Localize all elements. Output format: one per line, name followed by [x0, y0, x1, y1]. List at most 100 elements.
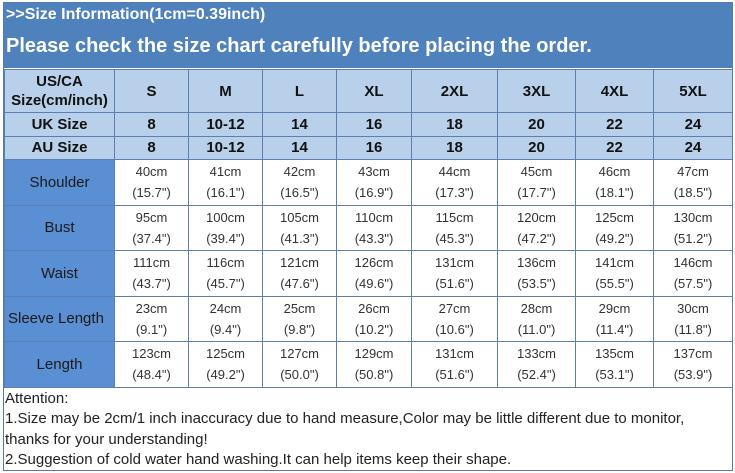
inch-value: (49.6")	[354, 276, 394, 292]
inch-value: (18.1")	[595, 185, 634, 201]
inch-value: (16.5")	[280, 185, 319, 201]
measurement-row: Bust 95cm (37.4") 100cm (39.4") 105cm (41.3") 1…	[4, 204, 733, 251]
cm-value: 123cm	[131, 346, 172, 362]
inch-value: (17.3")	[435, 185, 474, 201]
inch-value: (9.4")	[209, 321, 242, 337]
inch-value: (17.7")	[517, 185, 556, 201]
measurement-row: Sleeve Length 23cm (9.1") 24cm (9.4") 25cm (9.…	[4, 295, 733, 342]
uk-size-value: 10-12	[188, 112, 263, 137]
size-header: S	[114, 69, 189, 113]
measurement-label: Length	[4, 341, 115, 388]
measurement-cell: 27cm (10.6")	[411, 295, 498, 342]
au-size-label: AU Size	[4, 135, 115, 160]
uk-size-value: 16	[336, 112, 412, 137]
cm-value: 121cm	[279, 255, 320, 271]
measurement-cell: 28cm (11.0")	[497, 295, 576, 342]
cm-value: 129cm	[354, 346, 394, 362]
au-size-value: 10-12	[188, 135, 263, 160]
cm-value: 95cm	[135, 209, 168, 225]
inch-value: (10.2")	[354, 321, 394, 337]
cm-value: 125cm	[205, 346, 246, 362]
au-size-value: 14	[262, 135, 337, 160]
measurement-row: Waist 111cm (43.7") 116cm (45.7") 121cm (47.6"…	[4, 250, 733, 297]
cm-value: 131cm	[434, 346, 475, 362]
measurement-cell: 23cm (9.1")	[114, 295, 189, 342]
measurement-cell: 115cm (45.3")	[411, 204, 498, 251]
measurement-row: Length 123cm (48.4") 125cm (49.2") 127cm (50.0…	[4, 341, 733, 388]
us-ca-header: US/CA Size(cm/inch)	[4, 69, 115, 113]
cm-value: 25cm	[283, 300, 316, 316]
measurement-cell: 25cm (9.8")	[262, 295, 337, 342]
inch-value: (37.4")	[132, 230, 171, 246]
au-size-value: 18	[411, 135, 498, 160]
inch-value: (52.4")	[517, 367, 556, 383]
measurement-cell: 133cm (52.4")	[497, 341, 576, 388]
inch-value: (45.7")	[206, 276, 245, 292]
uk-size-value: 22	[575, 112, 654, 137]
banner: >>Size Information(1cm=0.39inch) Please …	[4, 3, 732, 69]
inch-value: (11.4")	[595, 321, 634, 337]
size-chart-instruction: Please check the size chart carefully be…	[6, 35, 592, 57]
cm-value: 137cm	[673, 346, 713, 362]
cm-value: 41cm	[209, 164, 242, 180]
us-ca-label: US/CA	[36, 73, 83, 90]
inch-value: (53.5")	[517, 276, 556, 292]
measurement-cell: 46cm (18.1")	[575, 159, 654, 206]
inch-value: (16.1")	[206, 185, 245, 201]
measurement-cell: 130cm (51.2")	[653, 204, 733, 251]
cm-value: 146cm	[673, 255, 713, 271]
size-header: M	[188, 69, 263, 113]
au-size-value: 24	[653, 135, 733, 160]
size-table: US/CA Size(cm/inch) S M L XL 2XL 3XL 4XL 5XL UK Si…	[4, 69, 733, 388]
size-header: L	[262, 69, 337, 113]
measurement-cell: 129cm (50.8")	[336, 341, 412, 388]
measurement-cell: 30cm (11.8")	[653, 295, 733, 342]
measurement-cell: 116cm (45.7")	[188, 250, 263, 297]
cm-value: 24cm	[209, 300, 242, 316]
cm-value: 29cm	[598, 300, 631, 316]
cm-value: 136cm	[516, 255, 557, 271]
cm-value: 100cm	[205, 209, 246, 225]
au-size-value: 16	[336, 135, 412, 160]
cm-value: 141cm	[594, 255, 635, 271]
attention-notes: Attention: 1.Size may be 2cm/1 inch inac…	[4, 388, 732, 471]
cm-value: 45cm	[520, 164, 553, 180]
measurement-cell: 123cm (48.4")	[114, 341, 189, 388]
uk-size-row: UK Size 8 10-12 14 16 18 20 22 24	[4, 112, 733, 137]
cm-value: 28cm	[520, 300, 553, 316]
cm-value: 115cm	[435, 209, 474, 225]
measurement-cell: 43cm (16.9")	[336, 159, 412, 206]
measurement-cell: 135cm (53.1")	[575, 341, 654, 388]
measurement-cell: 131cm (51.6")	[411, 250, 498, 297]
size-header: 3XL	[497, 69, 576, 113]
cm-value: 42cm	[283, 164, 316, 180]
cm-value: 127cm	[279, 346, 320, 362]
inch-value: (50.0")	[280, 367, 319, 383]
cm-value: 120cm	[516, 209, 557, 225]
cm-value: 116cm	[206, 255, 245, 271]
measurement-cell: 45cm (17.7")	[497, 159, 576, 206]
cm-value: 110cm	[354, 209, 394, 225]
measurement-cell: 125cm (49.2")	[575, 204, 654, 251]
cm-value: 26cm	[358, 300, 390, 316]
inch-value: (10.6")	[435, 321, 474, 337]
cm-value: 126cm	[354, 255, 394, 271]
measurement-cell: 100cm (39.4")	[188, 204, 263, 251]
inch-value: (49.2")	[206, 367, 245, 383]
size-header: XL	[336, 69, 412, 113]
au-size-value: 8	[114, 135, 189, 160]
size-info-title: >>Size Information(1cm=0.39inch)	[6, 6, 266, 23]
cm-value: 27cm	[438, 300, 471, 316]
measurement-cell: 136cm (53.5")	[497, 250, 576, 297]
cm-value: 46cm	[598, 164, 631, 180]
measurement-cell: 126cm (49.6")	[336, 250, 412, 297]
inch-value: (11.0")	[517, 321, 556, 337]
inch-value: (47.2")	[517, 230, 556, 246]
cm-value: 47cm	[677, 164, 709, 180]
inch-value: (51.6")	[435, 276, 474, 292]
size-header: 2XL	[411, 69, 498, 113]
au-size-value: 22	[575, 135, 654, 160]
cm-value: 23cm	[135, 300, 168, 316]
inch-value: (51.6")	[435, 367, 474, 383]
au-size-row: AU Size 8 10-12 14 16 18 20 22 24	[4, 135, 733, 160]
